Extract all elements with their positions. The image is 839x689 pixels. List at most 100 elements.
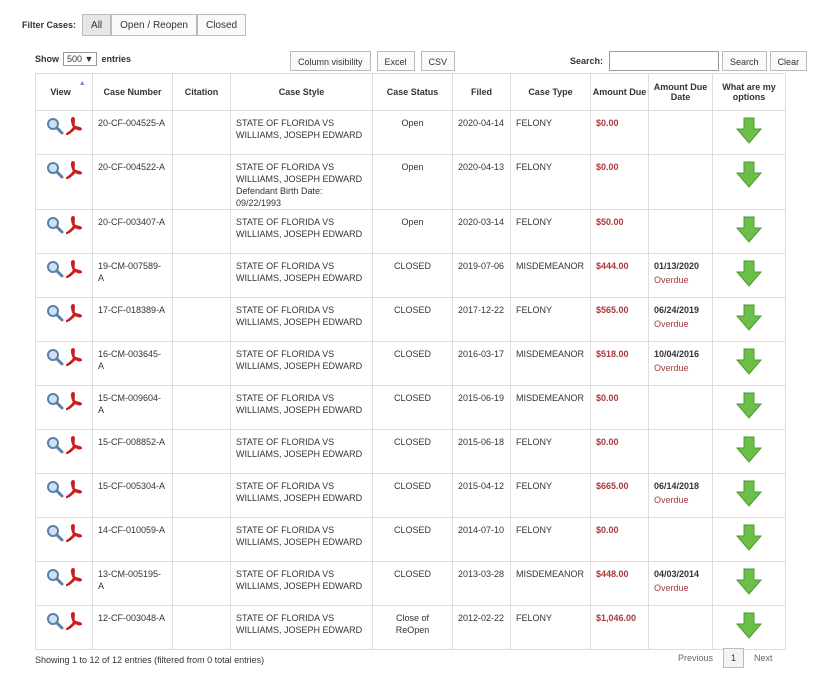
case-style: STATE OF FLORIDA VS WILLIAMS, JOSEPH EDWA… (230, 297, 373, 342)
case-number: 12-CF-003048-A (92, 605, 173, 650)
options-arrow[interactable] (735, 260, 763, 288)
case-type: FELONY (510, 473, 591, 518)
options-cell (712, 605, 786, 650)
page-button[interactable]: 1 (723, 648, 745, 668)
toolbar-button[interactable]: Column visibility (290, 51, 371, 71)
column-header[interactable]: Case Style (230, 73, 373, 111)
amount-cell: $665.00 (590, 473, 649, 518)
pdf-icon[interactable] (64, 611, 83, 631)
toolbar-button[interactable]: CSV (420, 51, 456, 71)
view-icon[interactable] (46, 161, 64, 179)
column-header[interactable]: Citation (172, 73, 231, 111)
case-style-line: WILLIAMS, JOSEPH EDWARD (236, 229, 363, 239)
view-icon[interactable] (46, 260, 64, 278)
case-type: FELONY (510, 154, 591, 210)
amount-cell: $0.00 (590, 110, 649, 155)
options-arrow[interactable] (735, 480, 763, 508)
view-cell (35, 605, 93, 650)
column-header[interactable]: Amount Due (590, 73, 649, 111)
options-arrow[interactable] (735, 216, 763, 244)
options-arrow[interactable] (735, 117, 763, 145)
options-arrow[interactable] (735, 524, 763, 552)
previous-button[interactable]: Previous (678, 653, 714, 663)
case-status: Open (372, 209, 453, 254)
filed-date: 2017-12-22 (452, 297, 511, 342)
case-type: FELONY (510, 517, 591, 562)
case-number: 20-CF-004525-A (92, 110, 173, 155)
table-info: Showing 1 to 12 of 12 entries (filtered … (35, 655, 265, 665)
toolbar-button[interactable]: Excel (376, 51, 415, 71)
column-header[interactable]: Case Type (510, 73, 591, 111)
view-icon[interactable] (46, 480, 64, 498)
filed-date: 2012-02-22 (452, 605, 511, 650)
pdf-icon[interactable] (64, 391, 83, 411)
case-style-line: STATE OF FLORIDA VS (236, 393, 335, 403)
case-style: STATE OF FLORIDA VS WILLIAMS, JOSEPH EDWA… (230, 110, 373, 155)
view-icon[interactable] (46, 117, 64, 135)
search-button[interactable]: Search (722, 51, 767, 71)
case-row: 15-CF-008852-A STATE OF FLORIDA VS WILLIAM… (35, 429, 786, 474)
case-style-line: WILLIAMS, JOSEPH EDWARD (236, 317, 363, 327)
options-arrow[interactable] (735, 392, 763, 420)
pdf-icon[interactable] (64, 479, 83, 499)
case-number: 15-CM-009604-A (92, 385, 173, 430)
pdf-icon[interactable] (64, 116, 83, 136)
due-status: Overdue (654, 319, 689, 329)
options-arrow[interactable] (735, 436, 763, 464)
due-status: Overdue (654, 495, 689, 505)
citation (172, 110, 231, 155)
pdf-icon[interactable] (64, 259, 83, 279)
amount-due: $50.00 (596, 217, 624, 227)
amount-due: $0.00 (596, 118, 619, 128)
clear-button[interactable]: Clear (769, 51, 808, 71)
view-icon[interactable] (46, 612, 64, 630)
view-icon[interactable] (46, 216, 64, 234)
view-icon[interactable] (46, 436, 64, 454)
next-button[interactable]: Next (754, 653, 773, 663)
header-row: View▲ Case Number Citation Case Style Case S… (35, 73, 786, 111)
column-header[interactable]: Case Number (92, 73, 173, 111)
options-arrow[interactable] (735, 304, 763, 332)
case-style-line: STATE OF FLORIDA VS (236, 305, 335, 315)
options-cell (712, 473, 786, 518)
amount-cell: $444.00 (590, 253, 649, 298)
case-number: 20-CF-003407-A (92, 209, 173, 254)
pdf-icon[interactable] (64, 160, 83, 180)
pdf-icon[interactable] (64, 435, 83, 455)
pdf-icon[interactable] (64, 523, 83, 543)
options-cell (712, 209, 786, 254)
length-select[interactable]: 500 ▼ (63, 52, 98, 66)
case-row: 12-CF-003048-A STATE OF FLORIDA VS WILLIAM… (35, 605, 786, 650)
options-arrow[interactable] (735, 348, 763, 376)
pdf-icon[interactable] (64, 567, 83, 587)
column-header[interactable]: Case Status (372, 73, 453, 111)
case-row: 20-CF-004522-A STATE OF FLORIDA VS WILLIAM… (35, 154, 786, 210)
search-label: Search: (570, 56, 604, 66)
pdf-icon[interactable] (64, 303, 83, 323)
case-type: MISDEMEANOR (510, 561, 591, 606)
citation (172, 561, 231, 606)
filter-button[interactable]: All (82, 14, 112, 36)
column-header[interactable]: What are my options (712, 73, 786, 111)
case-status: Open (372, 110, 453, 155)
column-header[interactable]: Amount Due Date (648, 73, 713, 111)
view-icon[interactable] (46, 348, 64, 366)
case-style-line: STATE OF FLORIDA VS (236, 261, 335, 271)
filter-button[interactable]: Open / Reopen (111, 14, 197, 36)
view-icon[interactable] (46, 524, 64, 542)
column-header[interactable]: View▲ (35, 73, 93, 111)
view-icon[interactable] (46, 392, 64, 410)
view-icon[interactable] (46, 304, 64, 322)
options-arrow[interactable] (735, 161, 763, 189)
pdf-icon[interactable] (64, 347, 83, 367)
due-cell (648, 209, 713, 254)
pdf-icon[interactable] (64, 215, 83, 235)
view-icon[interactable] (46, 568, 64, 586)
column-header[interactable]: Filed (452, 73, 511, 111)
options-arrow[interactable] (735, 568, 763, 596)
search-input[interactable] (609, 51, 720, 71)
due-date: 04/03/2014 (654, 569, 700, 579)
filed-date: 2015-04-12 (452, 473, 511, 518)
filter-button[interactable]: Closed (196, 14, 247, 36)
options-arrow[interactable] (735, 612, 763, 640)
